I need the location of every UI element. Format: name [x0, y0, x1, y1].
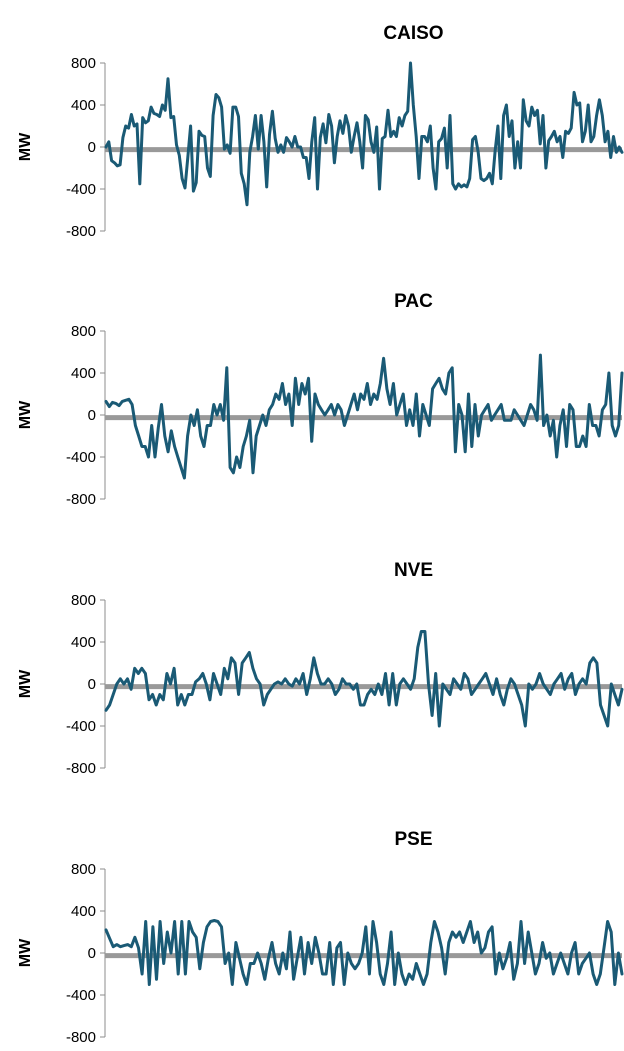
- chart-title-nve: NVE: [394, 560, 433, 581]
- y-tick-label-pse-4: -800: [66, 1029, 96, 1046]
- y-tick-label-caiso-3: -400: [66, 181, 96, 198]
- y-tick-label-nve-2: 0: [88, 676, 96, 693]
- y-tick-label-nve-1: 400: [71, 634, 96, 651]
- y-tick-label-pse-2: 0: [88, 945, 96, 962]
- y-tick-label-caiso-4: -800: [66, 223, 96, 240]
- chart-panel-nve: NVE 800 400 0 -400 -800 MW: [17, 560, 624, 777]
- y-axis-label-nve: MW: [17, 669, 34, 698]
- y-tick-label-caiso-0: 800: [71, 55, 96, 72]
- chart-panel-pse: PSE 800 400 0 -400 -800 MW: [17, 829, 624, 1046]
- y-tick-label-pac-4: -800: [66, 491, 96, 508]
- y-tick-label-nve-0: 800: [71, 592, 96, 609]
- series-line-pse-0: [104, 919, 624, 986]
- chart-panel-caiso: CAISO 800 400 0 -400 -800 MW: [17, 23, 624, 240]
- chart-panel-pac: PAC 800 400 0 -400 -800 MW: [17, 291, 624, 508]
- y-tick-label-pac-2: 0: [88, 407, 96, 424]
- y-tick-label-pse-1: 400: [71, 903, 96, 920]
- series-line-pac-0: [104, 353, 624, 480]
- series-line-nve-0: [104, 630, 624, 728]
- chart-title-caiso: CAISO: [383, 23, 443, 44]
- y-tick-label-caiso-1: 400: [71, 97, 96, 114]
- y-tick-label-pac-3: -400: [66, 449, 96, 466]
- y-tick-label-pac-0: 800: [71, 323, 96, 340]
- y-axis-label-pac: MW: [17, 400, 34, 429]
- series-line-caiso-0: [104, 61, 624, 207]
- y-tick-label-pse-3: -400: [66, 987, 96, 1004]
- chart-title-pac: PAC: [394, 291, 433, 312]
- chart-title-pse: PSE: [394, 829, 432, 850]
- y-tick-label-pac-1: 400: [71, 365, 96, 382]
- y-axis-label-caiso: MW: [17, 132, 34, 161]
- y-tick-label-pse-0: 800: [71, 861, 96, 878]
- y-tick-label-caiso-2: 0: [88, 139, 96, 156]
- y-axis-label-pse: MW: [17, 938, 34, 967]
- y-tick-label-nve-3: -400: [66, 718, 96, 735]
- y-tick-label-nve-4: -800: [66, 760, 96, 777]
